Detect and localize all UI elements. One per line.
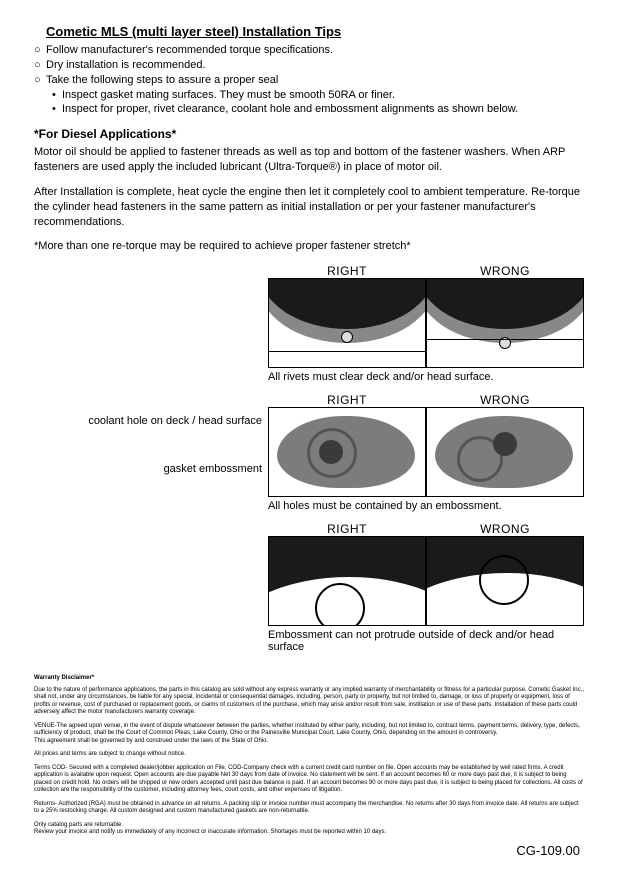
callout-labels: coolant hole on deck / head surface gask… [38, 407, 268, 497]
page-title: Cometic MLS (multi layer steel) Installa… [34, 24, 584, 39]
label-wrong-1: WRONG [426, 264, 584, 278]
sub-bullet-2: Inspect for proper, rivet clearance, coo… [62, 102, 518, 117]
illustration-row-embossment: RIGHT WRONG coolant hole on deck / head … [34, 393, 584, 512]
document-number: CG-109.00 [34, 843, 584, 858]
label-wrong-3: WRONG [426, 522, 584, 536]
label-wrong-2: WRONG [426, 393, 584, 407]
fp-6: Only catalog parts are returnable.Review… [34, 822, 584, 837]
diesel-heading: *For Diesel Applications* [34, 127, 584, 141]
diesel-paragraph-1: Motor oil should be applied to fastener … [34, 145, 584, 175]
diesel-paragraph-3: *More than one re-torque may be required… [34, 239, 584, 254]
fp-2: VENUE-The agreed upon venue, in the even… [34, 723, 584, 746]
fp-4: Terms COD- Secured with a completed deal… [34, 765, 584, 795]
panel-protrude-wrong [426, 536, 584, 626]
panel-protrude-right [268, 536, 426, 626]
fp-3: All prices and terms are subject to chan… [34, 751, 584, 759]
caption-embossment: All holes must be contained by an emboss… [34, 500, 584, 512]
caption-rivets: All rivets must clear deck and/or head s… [34, 371, 584, 383]
diesel-paragraph-2: After Installation is complete, heat cyc… [34, 185, 584, 230]
bullet-2: Dry installation is recommended. [46, 58, 206, 73]
bullet-3: Take the following steps to assure a pro… [46, 73, 278, 88]
callout-coolant: coolant hole on deck / head surface [88, 415, 262, 428]
panel-rivet-right [268, 278, 426, 368]
callout-gasket: gasket embossment [164, 463, 262, 475]
panel-emboss-right [268, 407, 426, 497]
bullet-1: Follow manufacturer's recommended torque… [46, 43, 333, 58]
panel-rivet-wrong [426, 278, 584, 368]
fine-print: Warranty Disclaimer* Due to the nature o… [34, 675, 584, 837]
fp-5: Returns- Authorized (RGA) must be obtain… [34, 801, 584, 816]
sub-bullet-1: Inspect gasket mating surfaces. They mus… [62, 88, 395, 103]
fp-1: Due to the nature of performance applica… [34, 687, 584, 717]
label-right-1: RIGHT [268, 264, 426, 278]
label-right-3: RIGHT [268, 522, 426, 536]
warranty-heading: Warranty Disclaimer* [34, 675, 584, 683]
label-right-2: RIGHT [268, 393, 426, 407]
illustration-row-protrude: RIGHT WRONG Embossment can not protrude … [34, 522, 584, 653]
caption-protrude: Embossment can not protrude outside of d… [34, 629, 584, 653]
illustration-row-rivets: RIGHT WRONG All rivets must clear dec [34, 264, 584, 383]
panel-emboss-wrong [426, 407, 584, 497]
bullet-list: ○Follow manufacturer's recommended torqu… [34, 43, 584, 117]
document-page: Cometic MLS (multi layer steel) Installa… [0, 0, 618, 876]
